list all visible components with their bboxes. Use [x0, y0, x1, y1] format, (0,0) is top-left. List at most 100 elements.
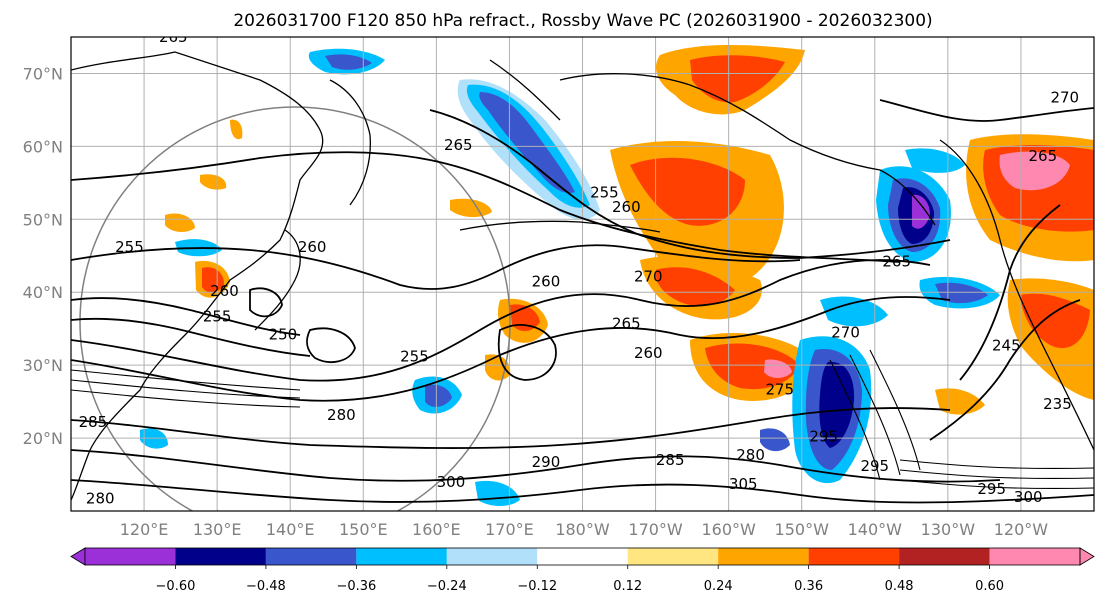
shade-alaska-red [690, 55, 785, 103]
longitude-tick-label: 120°E [120, 520, 169, 539]
contour-label: 295 [977, 480, 1006, 498]
contour-line [71, 369, 301, 391]
shade-sw-blue [760, 428, 790, 452]
contour-label: 270 [831, 323, 860, 341]
contour-line [71, 296, 951, 402]
shade-mid-cyan [820, 296, 888, 327]
contour-label: 295 [860, 457, 889, 475]
dense-contours [71, 349, 1094, 489]
latitude-tick-label: 70°N [23, 64, 63, 83]
contour-label: 260 [532, 272, 561, 290]
contour-label: 265 [882, 253, 911, 271]
coast-kamchatka [329, 79, 371, 206]
latitude-tick-label: 30°N [23, 356, 63, 375]
contour-line [959, 204, 1061, 381]
colorbar-segment [989, 548, 1080, 565]
contour-label: 255 [400, 348, 429, 366]
longitude-tick-label: 140°W [848, 520, 903, 539]
latitude-labels: 70°N 60°N 50°N 40°N 30°N 20°N [23, 64, 63, 448]
colorbar-tick-label: −0.12 [517, 579, 557, 594]
contour-label: 250 [269, 326, 298, 344]
colorbar-segment [175, 548, 266, 565]
colorbar-segment [718, 548, 809, 565]
colorbar-tick-label: 0.12 [613, 579, 642, 594]
contour-label: 260 [634, 344, 663, 362]
colorbar-segment [808, 548, 900, 565]
contour-line [929, 299, 1081, 441]
shade-small-o3 [450, 198, 492, 218]
contour-line [71, 407, 951, 449]
contour-line [71, 449, 1001, 483]
contour-line [306, 327, 356, 363]
contour-line [71, 244, 801, 290]
coast-northamerica [939, 139, 1094, 451]
contour-line [71, 317, 311, 357]
colorbar-segment [85, 548, 176, 565]
contour-label: 265 [1029, 147, 1058, 165]
shade-central-red [655, 267, 735, 306]
shade-japan-red [202, 267, 224, 293]
map-frame [70, 36, 1095, 512]
reference-circle [79, 106, 511, 511]
contour-label: 265 [444, 136, 473, 154]
colorbar-outline [84, 547, 1081, 566]
contour-line [879, 99, 1094, 122]
contour-label: 255 [203, 307, 232, 325]
contour-line [71, 389, 301, 408]
contour-line [71, 379, 301, 399]
contour-line [71, 479, 1094, 504]
longitude-tick-label: 170°W [628, 520, 683, 539]
contour-line [249, 287, 283, 318]
coast-japan [254, 229, 301, 331]
latitude-tick-label: 50°N [23, 210, 63, 229]
shade-subtrop-navy [819, 361, 855, 448]
shade-gulfak-purple [912, 194, 930, 229]
longitude-labels: 120°E 130°E 140°E 150°E 160°E 170°E 180°W 170°W… [120, 520, 1049, 539]
contour-label: 300 [1014, 488, 1043, 506]
latitude-tick-label: 20°N [23, 429, 63, 448]
longitude-tick-label: 130°W [921, 520, 976, 539]
contour-line [829, 359, 881, 481]
shade-small-o1 [165, 213, 195, 232]
shade-wpac-blue [425, 384, 452, 407]
colorbar-tick-label: −0.36 [336, 579, 376, 594]
coast-asia [71, 51, 324, 501]
colorbar-tick-labels: −0.60 −0.48 −0.36 −0.24 −0.12 0.12 0.24 0.36 0.4… [156, 565, 1004, 594]
shade-gulf-red [630, 157, 745, 226]
figure-title: 2026031700 F120 850 hPa refract., Rossby… [233, 11, 932, 31]
shade-east-pink [999, 151, 1070, 191]
longitude-tick-label: 150°W [775, 520, 830, 539]
contour-label: 260 [612, 198, 641, 216]
contour-label: 285 [79, 413, 108, 431]
temperature-contours [71, 99, 1094, 504]
contour-label: 265 [612, 315, 641, 333]
longitude-tick-label: 140°E [266, 520, 315, 539]
colorbar-extend-high [1079, 547, 1095, 566]
colorbar-tick-label: 0.36 [794, 579, 823, 594]
contour-line [899, 469, 1094, 479]
contour-line [899, 479, 1094, 489]
contour-label: 255 [590, 183, 619, 201]
shade-ak-cyan [905, 148, 965, 173]
contour-label: 270 [1050, 89, 1079, 107]
shade-hawaii-pink [764, 359, 792, 378]
coast-alaska [559, 73, 936, 226]
colorbar-segment [446, 548, 538, 565]
longitude-tick-label: 160°E [412, 520, 461, 539]
coast-aleutian [459, 220, 661, 233]
contour-label: 265 [159, 28, 188, 46]
colorbar [70, 547, 1095, 566]
contour-label: 255 [115, 238, 144, 256]
colorbar-tick-label: −0.60 [156, 579, 196, 594]
contour-label: 295 [809, 428, 838, 446]
contour-line [849, 354, 901, 476]
longitude-tick-label: 150°E [339, 520, 388, 539]
colorbar-segment [899, 548, 990, 565]
colorbar-segment [356, 548, 447, 565]
shade-small-o5 [230, 119, 243, 140]
longitude-tick-label: 180°W [555, 520, 610, 539]
latitude-tick-label: 60°N [23, 137, 63, 156]
longitude-tick-label: 120°W [994, 520, 1049, 539]
